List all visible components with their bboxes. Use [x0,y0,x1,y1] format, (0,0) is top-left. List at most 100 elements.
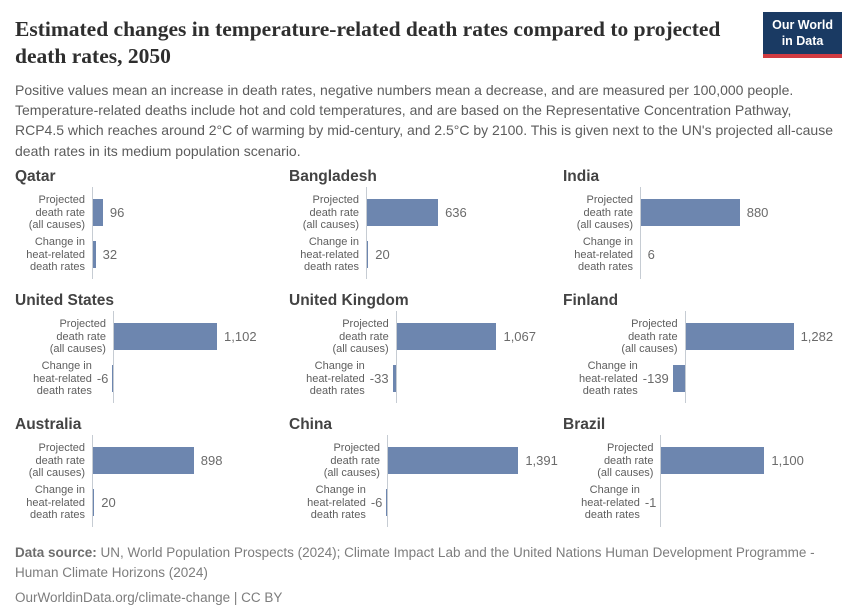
data-source-line: Data source: UN, World Population Prospe… [15,543,835,582]
data-source-label: Data source: [15,545,97,560]
panel-plot: Projected death rate (all causes) 636 Chan… [289,193,551,275]
bar-category-label: Projected death rate (all causes) [597,442,653,481]
axis-line [92,187,93,279]
bar-row: Change in heat-related death rates -139 [563,359,825,399]
panel-plot: Projected death rate (all causes) 1,102 Ch… [15,317,277,399]
page-subtitle: Positive values mean an increase in deat… [15,80,835,161]
country-title: Finland [563,291,825,310]
bar-row: Change in heat-related death rates -6 [15,359,277,399]
page-title: Estimated changes in temperature-related… [15,16,760,70]
panel-plot: Projected death rate (all causes) 880 Chan… [563,193,825,275]
data-source-text: UN, World Population Prospects (2024); C… [15,545,815,580]
country-title: Brazil [563,415,825,434]
bar-row: Projected death rate (all causes) 1,102 [15,317,277,357]
bar-row: Change in heat-related death rates-6 [289,483,551,523]
owid-logo-line2: in Data [772,33,833,49]
axis-line [660,435,661,527]
country-panel: Bangladesh Projected death rate (all caus… [289,167,551,277]
bar-value-label: -33 [370,371,389,386]
bar-value-label: 96 [110,205,124,220]
bar-category-label: Projected death rate (all causes) [332,318,388,357]
bar-row: Projected death rate (all causes) 96 [15,193,277,233]
bar-value-label: 32 [103,247,117,262]
country-title: India [563,167,825,186]
bar-category-label: Projected death rate (all causes) [577,194,633,233]
bar-value-label: 20 [375,247,389,262]
bar-value-label: 1,100 [771,453,804,468]
bar-category-label: Change in heat-related death rates [300,236,359,275]
bar [660,447,764,474]
bar-row: Projected death rate (all causes)1,282 [563,317,825,357]
bar [673,365,685,392]
bar-category-label: Projected death rate (all causes) [29,442,85,481]
bar-row: Projected death rate (all causes) 880 [563,193,825,233]
bar-category-label: Change in heat-related death rates [33,360,92,399]
bar [387,447,518,474]
bar-row: Projected death rate (all causes)1,391 [289,441,551,481]
country-panel: Finland Projected death rate (all causes)… [563,291,825,401]
bar-value-label: 6 [648,247,655,262]
bar-value-label: 1,391 [525,453,558,468]
bar-row: Change in heat-related death rates 32 [15,235,277,275]
owid-logo-line1: Our World [772,17,833,33]
bar-row: Projected death rate (all causes) 1,067 [289,317,551,357]
bar-value-label: 1,282 [801,329,834,344]
bar [640,199,740,226]
bar-category-label: Projected death rate (all causes) [621,318,677,357]
axis-line [113,311,114,403]
bar-value-label: -6 [97,371,109,386]
bar-value-label: 1,067 [503,329,536,344]
bar-category-label: Projected death rate (all causes) [50,318,106,357]
axis-line [685,311,686,403]
bar-category-label: Projected death rate (all causes) [324,442,380,481]
panel-plot: Projected death rate (all causes) 1,100 Ch… [563,441,825,523]
bar [92,447,194,474]
bar-category-label: Change in heat-related death rates [574,236,633,275]
panel-plot: Projected death rate (all causes) 96 Chang… [15,193,277,275]
axis-line [387,435,388,527]
country-panel: Brazil Projected death rate (all causes) 1… [563,415,825,525]
bar-value-label: 880 [747,205,769,220]
bar-category-label: Change in heat-related death rates [26,236,85,275]
country-panel: United States Projected death rate (all c… [15,291,277,401]
bar-value-label: -139 [643,371,669,386]
bar-row: Projected death rate (all causes) 636 [289,193,551,233]
bar-value-label: 898 [201,453,223,468]
bar-value-label: 20 [101,495,115,510]
country-title: Australia [15,415,277,434]
bar-row: Change in heat-related death rates 6 [563,235,825,275]
country-panel: China Projected death rate (all causes)1,… [289,415,551,525]
country-title: Bangladesh [289,167,551,186]
bar-category-label: Change in heat-related death rates [579,360,638,399]
country-title: United States [15,291,277,310]
bar-row: Projected death rate (all causes) 898 [15,441,277,481]
bar-category-label: Change in heat-related death rates [307,484,366,523]
axis-line [366,187,367,279]
owid-logo: Our World in Data [763,12,842,58]
bar-category-label: Change in heat-related death rates [306,360,365,399]
country-panel: India Projected death rate (all causes) 88… [563,167,825,277]
axis-line [396,311,397,403]
bar-value-label: 1,102 [224,329,257,344]
bar-category-label: Projected death rate (all causes) [303,194,359,233]
bar [366,199,438,226]
bar-row: Change in heat-related death rates 20 [289,235,551,275]
axis-line [92,435,93,527]
country-title: China [289,415,551,434]
bar [685,323,794,350]
bar [396,323,497,350]
bar-category-label: Projected death rate (all causes) [29,194,85,233]
bar-value-label: 636 [445,205,467,220]
bar [92,199,103,226]
axis-line [640,187,641,279]
bar [113,323,217,350]
bar-category-label: Change in heat-related death rates [581,484,640,523]
license-line: OurWorldinData.org/climate-change | CC B… [15,588,835,608]
chart-footer: Data source: UN, World Population Prospe… [15,543,835,608]
bar-row: Change in heat-related death rates -33 [289,359,551,399]
